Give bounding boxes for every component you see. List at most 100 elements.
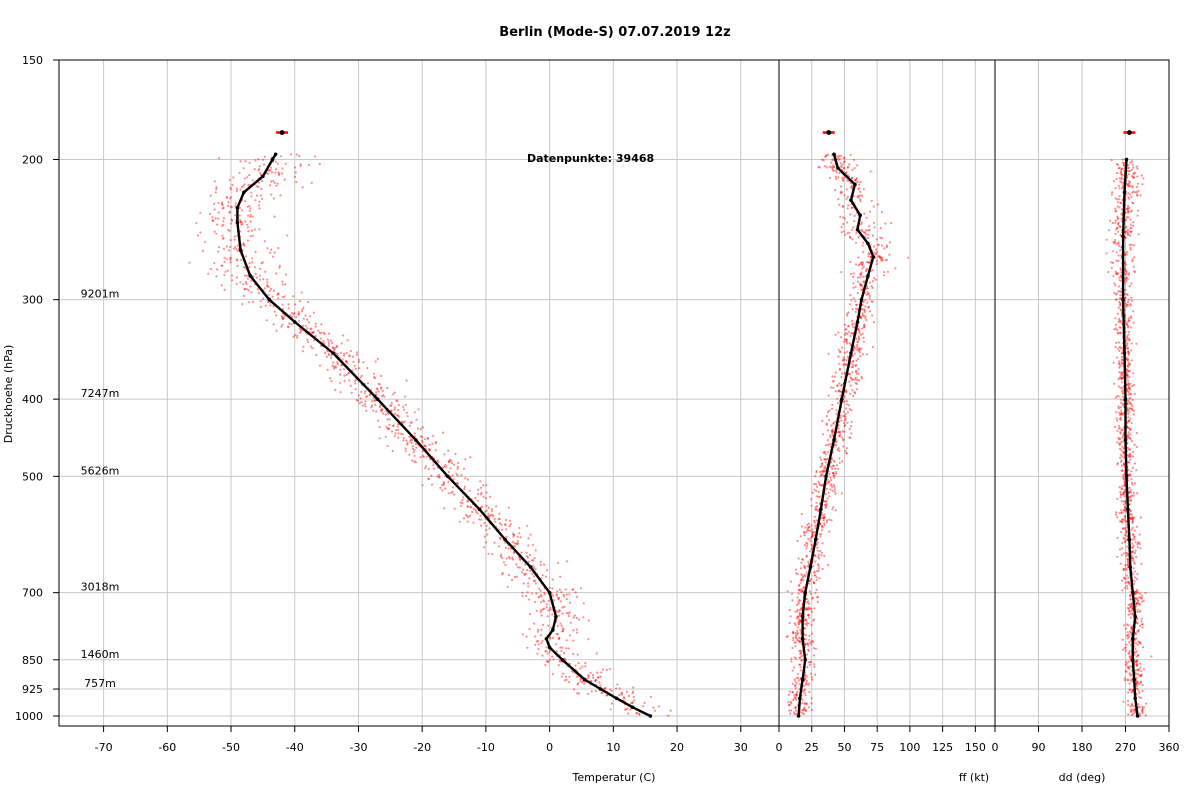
obs-point-dd — [1128, 230, 1131, 233]
mean-line-ff — [797, 153, 875, 717]
obs-point-dd — [1121, 391, 1124, 394]
obs-point-ff — [820, 554, 823, 557]
obs-point-temp — [366, 395, 369, 398]
obs-point-temp — [541, 574, 544, 577]
obs-point-temp — [260, 187, 263, 191]
obs-point-dd — [1133, 535, 1136, 538]
obs-point-dd — [1133, 582, 1136, 585]
obs-point-ff — [825, 422, 828, 425]
obs-point-dd — [1126, 409, 1129, 412]
obs-point-dd — [1116, 312, 1119, 315]
mean-point-temp — [582, 677, 587, 682]
obs-point-dd — [1136, 599, 1139, 602]
obs-point-ff — [821, 524, 824, 528]
obs-point-temp — [546, 615, 549, 618]
obs-point-temp — [295, 153, 298, 156]
obs-point-dd — [1129, 231, 1132, 234]
obs-point-ff — [805, 675, 809, 678]
mean-point-ff — [849, 198, 853, 202]
obs-point-ff — [859, 194, 862, 197]
obs-point-dd — [1135, 660, 1138, 663]
obs-point-ff — [856, 378, 859, 381]
obs-point-ff — [797, 622, 800, 625]
obs-point-ff — [851, 354, 855, 357]
obs-point-dd — [1134, 651, 1137, 654]
obs-point-ff — [884, 222, 887, 225]
obs-point-dd — [1130, 175, 1134, 178]
obs-point-temp — [546, 652, 549, 655]
obs-point-ff — [826, 478, 829, 481]
obs-point-dd — [1118, 444, 1121, 447]
obs-point-temp — [370, 404, 374, 407]
obs-point-temp — [427, 477, 430, 480]
obs-point-ff — [818, 533, 821, 536]
obs-point-temp — [527, 544, 530, 547]
obs-point-dd — [1121, 589, 1124, 592]
obs-point-temp — [260, 262, 263, 265]
obs-point-ff — [795, 709, 798, 712]
obs-point-temp — [403, 420, 406, 423]
obs-point-temp — [217, 250, 220, 253]
obs-point-ff — [834, 467, 837, 471]
obs-point-temp — [532, 580, 536, 583]
obs-point-temp — [380, 410, 383, 413]
obs-point-temp — [267, 285, 270, 288]
obs-point-ff — [794, 695, 797, 699]
obs-point-temp — [358, 402, 361, 405]
obs-point-ff — [838, 430, 842, 433]
obs-point-temp — [532, 575, 536, 578]
obs-point-temp — [563, 679, 566, 682]
obs-point-ff — [788, 709, 791, 712]
obs-point-dd — [1117, 242, 1120, 245]
obs-point-temp — [413, 432, 416, 435]
obs-point-ff — [792, 698, 795, 702]
obs-point-temp — [459, 501, 462, 504]
obs-point-dd — [1124, 278, 1127, 281]
obs-point-ff — [789, 580, 793, 583]
obs-point-ff — [839, 215, 842, 218]
obs-point-ff — [864, 298, 867, 302]
obs-point-temp — [565, 593, 569, 596]
obs-point-temp — [631, 701, 634, 705]
obs-point-ff — [859, 261, 863, 264]
obs-point-dd — [1128, 655, 1131, 659]
obs-point-dd — [1137, 233, 1140, 236]
obs-point-temp — [223, 273, 226, 276]
obs-point-dd — [1118, 362, 1121, 366]
obs-point-dd — [1119, 294, 1122, 297]
obs-point-temp — [523, 573, 526, 577]
obs-point-dd — [1127, 581, 1130, 584]
obs-point-temp — [336, 363, 339, 366]
obs-point-temp — [293, 166, 297, 169]
obs-point-temp — [204, 240, 207, 243]
obs-point-dd — [1130, 554, 1133, 558]
obs-point-dd — [1120, 309, 1123, 312]
obs-point-dd — [1124, 664, 1127, 667]
obs-point-ff — [796, 603, 799, 607]
obs-point-temp — [516, 566, 520, 569]
obs-point-dd — [1129, 509, 1132, 512]
obs-point-ff — [824, 467, 827, 470]
obs-point-dd — [1136, 687, 1139, 690]
obs-point-dd — [1121, 413, 1124, 416]
obs-point-ff — [815, 519, 818, 522]
obs-point-dd — [1115, 171, 1119, 175]
obs-point-dd — [1139, 662, 1142, 665]
obs-point-dd — [1131, 689, 1134, 692]
obs-point-temp — [266, 247, 269, 250]
obs-point-dd — [1118, 244, 1121, 247]
obs-point-temp — [323, 333, 326, 336]
obs-point-temp — [318, 331, 321, 335]
obs-point-temp — [306, 327, 309, 330]
obs-point-temp — [480, 518, 483, 521]
obs-point-ff — [857, 256, 860, 259]
obs-point-temp — [359, 397, 362, 400]
obs-point-dd — [1133, 561, 1136, 564]
obs-point-ff — [855, 241, 858, 244]
obs-point-dd — [1123, 534, 1127, 537]
obs-point-ff — [797, 600, 800, 604]
obs-point-temp — [336, 352, 339, 355]
obs-point-dd — [1126, 343, 1129, 347]
obs-point-dd — [1126, 322, 1129, 326]
obs-point-dd — [1111, 261, 1115, 265]
